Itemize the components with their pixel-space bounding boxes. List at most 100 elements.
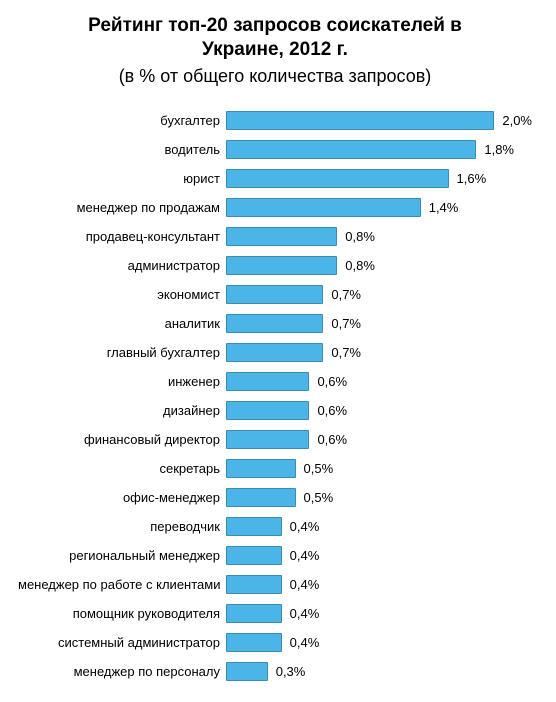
chart-row: главный бухгалтер 0,7%: [18, 338, 532, 367]
bar-area: 0,4%: [226, 512, 532, 541]
chart-title-line1: Рейтинг топ-20 запросов соискателей в: [18, 14, 532, 38]
chart-title: Рейтинг топ-20 запросов соискателей в Ук…: [18, 14, 532, 88]
chart-row: региональный менеджер 0,4%: [18, 541, 532, 570]
value-label: 0,4%: [290, 548, 320, 563]
category-label: экономист: [18, 287, 226, 302]
category-label: администратор: [18, 258, 226, 273]
bar-area: 0,4%: [226, 628, 532, 657]
bar: [226, 111, 494, 130]
chart-row: финансовый директор 0,6%: [18, 425, 532, 454]
bar-area: 0,7%: [226, 338, 532, 367]
chart-row: офис-менеджер 0,5%: [18, 483, 532, 512]
chart-row: секретарь 0,5%: [18, 454, 532, 483]
bar: [226, 633, 282, 652]
chart-row: аналитик 0,7%: [18, 309, 532, 338]
value-label: 0,6%: [317, 374, 347, 389]
chart-title-line2: Украине, 2012 г.: [18, 38, 532, 62]
category-label: инженер: [18, 374, 226, 389]
bar-area: 0,5%: [226, 483, 532, 512]
chart-row: дизайнер 0,6%: [18, 396, 532, 425]
value-label: 0,7%: [331, 345, 361, 360]
value-label: 0,7%: [331, 287, 361, 302]
value-label: 0,4%: [290, 519, 320, 534]
category-label: юрист: [18, 171, 226, 186]
bar-area: 1,8%: [226, 135, 532, 164]
bar-area: 0,5%: [226, 454, 532, 483]
bar: [226, 227, 337, 246]
category-label: продавец-консультант: [18, 229, 226, 244]
value-label: 0,8%: [345, 258, 375, 273]
bar-area: 0,8%: [226, 222, 532, 251]
category-label: офис-менеджер: [18, 490, 226, 505]
bar: [226, 372, 309, 391]
bar: [226, 285, 323, 304]
category-label: менеджер по персоналу: [18, 664, 226, 679]
value-label: 0,3%: [276, 664, 306, 679]
chart-row: менеджер по персоналу 0,3%: [18, 657, 532, 686]
bar: [226, 546, 282, 565]
chart-plot-area: бухгалтер 2,0% водитель1,8% юрист 1,6% менедж…: [18, 106, 532, 686]
bar: [226, 459, 296, 478]
category-label: аналитик: [18, 316, 226, 331]
chart-row: менеджер по работе с клиентами 0,4%: [18, 570, 532, 599]
chart-row: переводчик 0,4%: [18, 512, 532, 541]
chart-row: администратор 0,8%: [18, 251, 532, 280]
value-label: 0,6%: [317, 432, 347, 447]
chart-row: системный администратор0,4%: [18, 628, 532, 657]
chart-row: продавец-консультант 0,8%: [18, 222, 532, 251]
category-label: секретарь: [18, 461, 226, 476]
chart-row: бухгалтер 2,0%: [18, 106, 532, 135]
bar: [226, 517, 282, 536]
bar: [226, 488, 296, 507]
category-label: финансовый директор: [18, 432, 226, 447]
value-label: 1,4%: [429, 200, 459, 215]
bar: [226, 575, 282, 594]
value-label: 0,6%: [317, 403, 347, 418]
bar-area: 0,8%: [226, 251, 532, 280]
bar-area: 0,4%: [226, 599, 532, 628]
category-label: менеджер по продажам: [18, 200, 226, 215]
chart-subtitle: (в % от общего количества запросов): [18, 65, 532, 88]
chart-row: помощник руководителя 0,4%: [18, 599, 532, 628]
chart-row: менеджер по продажам 1,4%: [18, 193, 532, 222]
value-label: 1,8%: [484, 142, 514, 157]
bar: [226, 662, 268, 681]
value-label: 0,7%: [331, 316, 361, 331]
bar-area: 2,0%: [226, 106, 532, 135]
bar-area: 0,6%: [226, 396, 532, 425]
value-label: 2,0%: [502, 113, 532, 128]
bar-area: 0,7%: [226, 280, 532, 309]
bar: [226, 169, 449, 188]
bar: [226, 401, 309, 420]
category-label: дизайнер: [18, 403, 226, 418]
category-label: переводчик: [18, 519, 226, 534]
value-label: 0,5%: [304, 461, 334, 476]
category-label: главный бухгалтер: [18, 345, 226, 360]
bar: [226, 256, 337, 275]
bar-area: 0,4%: [226, 570, 532, 599]
bar-area: 1,6%: [226, 164, 532, 193]
bar: [226, 604, 282, 623]
bar-area: 0,3%: [226, 657, 532, 686]
category-label: региональный менеджер: [18, 548, 226, 563]
value-label: 1,6%: [457, 171, 487, 186]
bar-area: 0,6%: [226, 425, 532, 454]
bar-area: 0,4%: [226, 541, 532, 570]
value-label: 0,4%: [290, 577, 320, 592]
category-label: бухгалтер: [18, 113, 226, 128]
category-label: менеджер по работе с клиентами: [18, 577, 226, 592]
bar: [226, 140, 476, 159]
chart-row: инженер 0,6%: [18, 367, 532, 396]
bar-area: 0,7%: [226, 309, 532, 338]
chart-row: экономист 0,7%: [18, 280, 532, 309]
bar-area: 1,4%: [226, 193, 532, 222]
category-label: помощник руководителя: [18, 606, 226, 621]
value-label: 0,4%: [290, 606, 320, 621]
category-label: системный администратор: [18, 635, 226, 650]
bar: [226, 343, 323, 362]
value-label: 0,8%: [345, 229, 375, 244]
bar-area: 0,6%: [226, 367, 532, 396]
value-label: 0,5%: [304, 490, 334, 505]
chart-row: водитель1,8%: [18, 135, 532, 164]
bar: [226, 198, 421, 217]
